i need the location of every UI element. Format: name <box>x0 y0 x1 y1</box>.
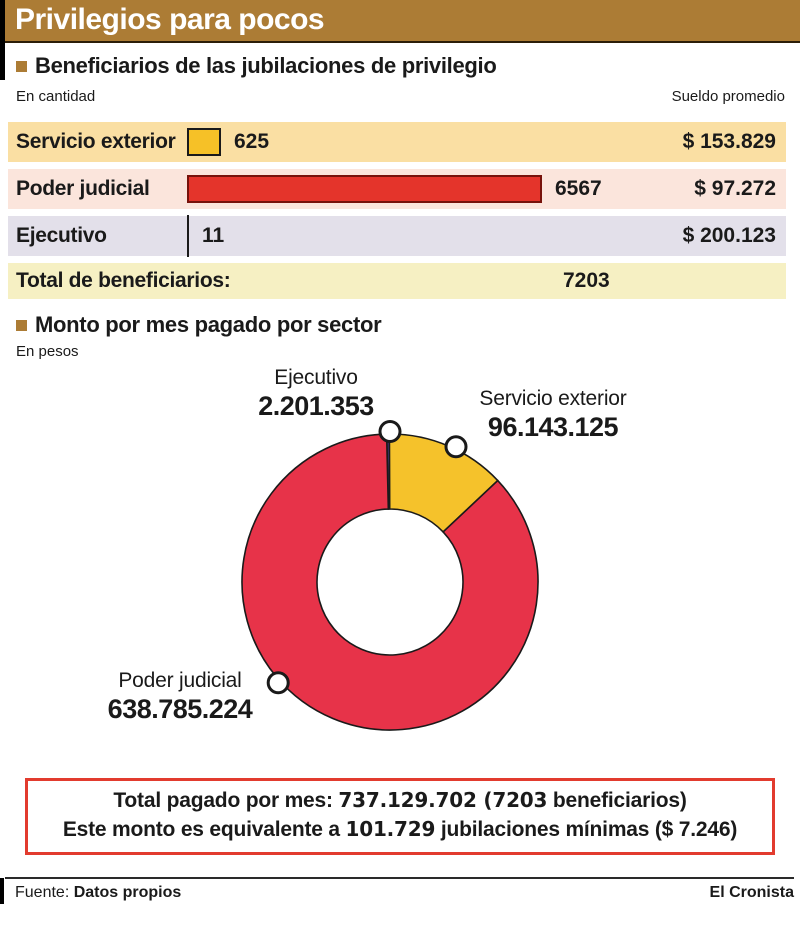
source-label: Fuente: <box>15 884 74 901</box>
header-bar: Privilegios para pocos <box>0 0 800 43</box>
callout-value: 638.785.224 <box>107 694 253 725</box>
row-avg-salary: $ 200.123 <box>682 224 776 247</box>
row-count: 625 <box>234 130 270 153</box>
section-title: Monto por mes pagado por sector <box>35 312 382 337</box>
summary-line-2: Este monto es equivalente a 101.729 jubi… <box>32 815 768 844</box>
row-count: 11 <box>202 224 225 247</box>
credit: El Cronista <box>709 884 794 901</box>
unit-label: En pesos <box>16 343 79 360</box>
bar-row-servicio-exterior: Servicio exterior 625 $ 153.829 <box>8 122 786 162</box>
summary-text: Este monto es equivalente a <box>62 818 346 841</box>
summary-line-1: Total pagado por mes: 737.129.702 (7203 … <box>32 786 768 815</box>
bar-chart: Servicio exterior 625 $ 153.829 Poder ju… <box>8 122 786 299</box>
summary-text: Total pagado por mes: <box>113 789 339 812</box>
left-edge-rule <box>0 0 5 80</box>
square-bullet-icon <box>16 319 27 331</box>
total-row: Total de beneficiarios: 7203 <box>8 263 786 299</box>
left-axis-label: En cantidad <box>16 88 96 105</box>
row-avg-salary: $ 153.829 <box>682 130 776 153</box>
total-value: 7203 <box>563 269 610 292</box>
callout-value: 2.201.353 <box>258 391 374 422</box>
footer: Fuente: Datos propios El Cronista <box>5 877 794 902</box>
footer-left-rule <box>0 878 4 904</box>
bar-ejecutivo <box>187 215 189 257</box>
page-title: Privilegios para pocos <box>15 3 325 36</box>
section-beneficiarios-header: Beneficiarios de las jubilaciones de pri… <box>16 53 497 79</box>
summary-number: 101.729 <box>345 817 436 841</box>
section-title: Beneficiarios de las jubilaciones de pri… <box>35 53 497 78</box>
summary-box: Total pagado por mes: 737.129.702 (7203 … <box>25 778 775 855</box>
donut-marker-servicio-exterior <box>444 435 468 459</box>
row-avg-salary: $ 97.272 <box>694 177 776 200</box>
donut-marker-poder-judicial <box>266 671 290 695</box>
row-label: Ejecutivo <box>16 224 107 247</box>
source: Fuente: Datos propios <box>5 884 181 902</box>
callout-label: Servicio exterior <box>479 387 627 410</box>
summary-number: 737.129.702 (7203 <box>338 788 548 812</box>
donut-chart: Ejecutivo 2.201.353 Servicio exterior 96… <box>0 360 800 775</box>
donut-marker-ejecutivo <box>378 420 402 443</box>
square-bullet-icon <box>16 60 27 72</box>
callout-poder-judicial: Poder judicial 638.785.224 <box>80 669 280 725</box>
donut-svg <box>241 420 539 731</box>
row-count: 6567 <box>555 177 602 200</box>
right-axis-label: Sueldo promedio <box>671 88 785 105</box>
bar-row-ejecutivo: Ejecutivo 11 $ 200.123 <box>8 215 786 257</box>
bar-poder-judicial <box>187 175 542 203</box>
bar-servicio-exterior <box>187 128 221 156</box>
section-monto-header: Monto por mes pagado por sector <box>16 312 382 338</box>
callout-label: Ejecutivo <box>274 366 358 389</box>
axis-labels: En cantidad Sueldo promedio <box>16 88 785 105</box>
source-value: Datos propios <box>73 884 182 901</box>
callout-value: 96.143.125 <box>487 412 619 443</box>
row-label: Servicio exterior <box>16 130 176 153</box>
summary-text: jubilaciones mínimas ($ 7.246) <box>435 818 738 841</box>
summary-text: beneficiarios) <box>547 789 687 812</box>
callout-ejecutivo: Ejecutivo 2.201.353 <box>232 366 400 422</box>
donut-slice-poder-judicial <box>241 433 539 731</box>
bar-row-poder-judicial: Poder judicial 6567 $ 97.272 <box>8 169 786 209</box>
callout-servicio-exterior: Servicio exterior 96.143.125 <box>462 387 644 443</box>
total-label: Total de beneficiarios: <box>16 269 231 292</box>
row-label: Poder judicial <box>16 177 150 200</box>
callout-label: Poder judicial <box>118 669 242 692</box>
